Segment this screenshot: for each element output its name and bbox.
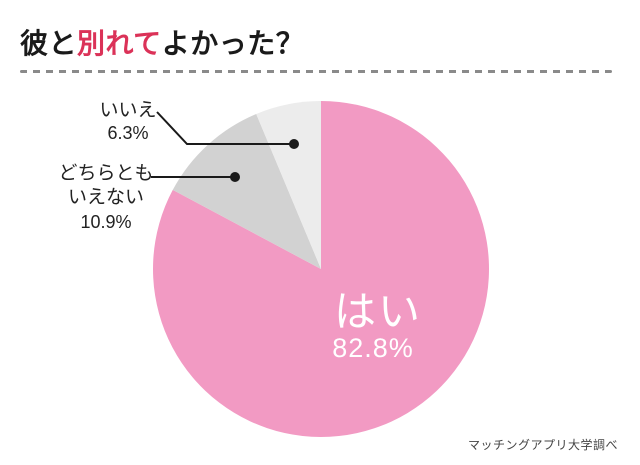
page-title: 彼と別れてよかった？: [20, 22, 304, 62]
neutral-label-value: 10.9%: [80, 212, 132, 232]
hai-slice-value: 82.8%: [332, 333, 414, 363]
neutral-slice-label: どちらとも いえない 10.9%: [50, 162, 162, 234]
pie-slice-1: [153, 100, 490, 437]
title-part-1: 彼と: [20, 28, 78, 59]
neutral-label-line1: どちらとも: [58, 163, 154, 184]
hai-slice-label: はい: [334, 288, 422, 335]
pie-slices-group: [153, 100, 490, 437]
title-part-accent: 別れて: [77, 28, 162, 59]
neutral-leader-dot: [230, 172, 240, 182]
iie-slice-label: いいえ 6.3%: [88, 100, 168, 144]
iie-leader-dot: [289, 139, 299, 149]
title-part-2: よかった？: [161, 28, 305, 59]
pie-slice-2: [172, 113, 321, 270]
neutral-label-line2: いえない: [67, 187, 144, 208]
dashed-divider: [20, 70, 612, 73]
iie-label-value: 6.3%: [107, 123, 149, 143]
source-credit: マッチングアプリ大学調べ: [467, 438, 618, 452]
iie-label-text: いいえ: [99, 100, 157, 121]
iie-leader-line: [156, 111, 294, 145]
